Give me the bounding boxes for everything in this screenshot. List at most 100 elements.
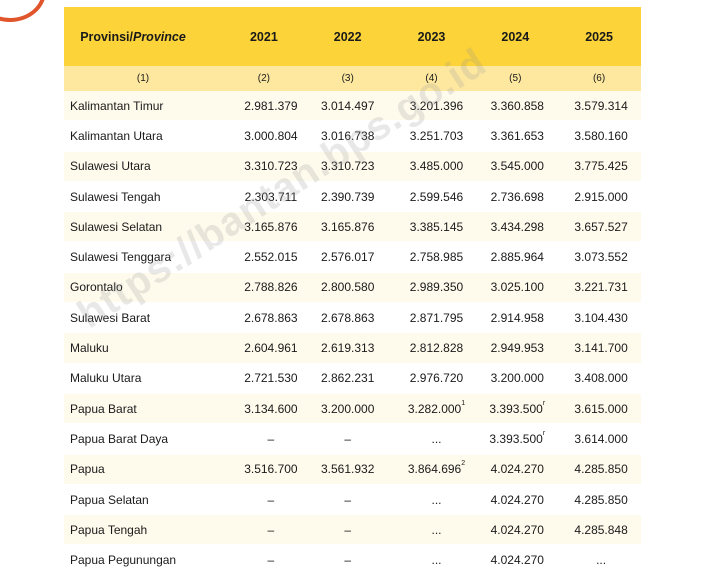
province-name: Gorontalo — [64, 272, 222, 304]
year-header: 2023 — [389, 7, 474, 66]
value-text: 3.251.703 — [409, 128, 464, 143]
value-cell: 3.561.932 — [305, 454, 390, 485]
value-text: – — [344, 492, 352, 507]
column-number: (3) — [305, 66, 390, 91]
value-cell: 3.545.000 — [473, 151, 558, 182]
value-text: 2.981.379 — [244, 98, 298, 113]
province-name: Papua Pegunungan — [64, 544, 222, 576]
value-cell: 2.862.231 — [305, 363, 390, 394]
value-text: 2.678.863 — [321, 310, 375, 325]
value-text: 3.310.723 — [244, 159, 298, 174]
value-text: ... — [431, 492, 442, 507]
province-label-id: Provinsi/ — [80, 29, 133, 44]
table-row: Gorontalo 2.788.826 2.800.580 2.989.350 3.02… — [64, 272, 641, 304]
value-cell: 2.976.720 — [389, 363, 474, 394]
value-cell: 2.800.580 — [305, 272, 390, 304]
value-cell: 4.024.270 — [473, 544, 558, 576]
value-cell: ... — [557, 544, 641, 576]
province-name: Maluku — [64, 332, 222, 364]
value-text: 3.580.160 — [574, 128, 628, 143]
value-text: 2.800.580 — [321, 280, 375, 295]
value-cell: 3.408.000 — [557, 363, 641, 394]
value-text: 3.200.000 — [321, 401, 375, 416]
value-text: 3.073.552 — [574, 250, 628, 265]
value-cell: 4.024.270 — [473, 454, 558, 485]
value-cell: 3.516.700 — [222, 454, 306, 485]
value-text: 3.104.430 — [574, 310, 628, 325]
column-number-row: (1) (2) (3) (4) (5) (6) — [64, 66, 641, 91]
value-cell: 2.303.711 — [222, 181, 306, 213]
value-cell: 2.736.698 — [473, 181, 558, 213]
value-text: 3.361.653 — [490, 128, 544, 143]
value-cell: 2.981.379 — [222, 91, 306, 122]
table-row: Kalimantan Utara 3.000.804 3.016.738 3.251.… — [64, 120, 641, 152]
province-name: Papua — [64, 454, 222, 485]
value-cell: 4.285.850 — [557, 454, 641, 485]
year-header: 2025 — [557, 7, 641, 66]
value-text: 2.949.953 — [490, 341, 544, 356]
year-header: 2021 — [222, 7, 306, 66]
table-row: Sulawesi Tengah 2.303.711 2.390.739 2.599.5… — [64, 181, 641, 213]
value-cell: 3.393.500r — [473, 393, 558, 425]
value-text: – — [344, 522, 352, 537]
value-text: 4.024.270 — [490, 492, 544, 507]
table-row: Papua Selatan – –... 4.024.270 4.285.850 — [64, 484, 641, 516]
value-cell: 3.251.703 — [389, 120, 474, 152]
value-cell: – — [305, 544, 390, 576]
province-name: Papua Barat — [64, 393, 222, 425]
value-cell: 3.579.314 — [557, 91, 641, 122]
table-row: Papua Barat 3.134.600 3.200.000 3.282.0001 3… — [64, 393, 641, 425]
value-text: 3.000.804 — [244, 128, 298, 143]
value-text: 3.014.497 — [321, 98, 375, 113]
footnote-marker: 1 — [461, 399, 466, 407]
value-cell: 3.200.000 — [473, 363, 558, 394]
value-cell: 2.721.530 — [222, 363, 306, 394]
value-cell: 3.134.600 — [222, 393, 306, 425]
value-text: 4.024.270 — [490, 553, 544, 568]
value-cell: 4.024.270 — [473, 514, 558, 546]
year-header: 2024 — [473, 7, 558, 66]
value-cell: 3.310.723 — [305, 151, 390, 182]
value-text: 3.165.876 — [321, 219, 375, 234]
value-text: ... — [431, 522, 442, 537]
value-text: ... — [431, 431, 442, 446]
value-text: 2.303.711 — [244, 189, 298, 204]
value-cell: 2.915.000 — [557, 181, 641, 213]
value-text: 2.758.985 — [409, 250, 464, 265]
province-name: Sulawesi Utara — [64, 151, 222, 182]
value-cell: 3.360.858 — [473, 91, 558, 122]
value-text: 2.871.795 — [409, 310, 464, 325]
value-cell: 2.949.953 — [473, 332, 558, 364]
value-cell: 3.104.430 — [557, 302, 641, 334]
column-number: (2) — [222, 66, 306, 91]
value-text: – — [267, 522, 275, 537]
province-name: Papua Tengah — [64, 514, 222, 546]
table-row: Sulawesi Barat 2.678.863 2.678.863 2.871.79… — [64, 302, 641, 334]
value-text: 2.576.017 — [321, 250, 375, 265]
value-cell: – — [305, 514, 390, 546]
table-body: Kalimantan Timur 2.981.379 3.014.497 3.201.… — [64, 91, 641, 576]
footnote-marker: r — [542, 399, 546, 407]
value-cell: 2.604.961 — [222, 332, 306, 364]
value-cell: ... — [389, 423, 474, 455]
value-cell: 3.580.160 — [557, 120, 641, 152]
value-text: 3.516.700 — [244, 462, 298, 477]
value-text: 2.552.015 — [244, 250, 298, 265]
value-cell: – — [222, 423, 306, 455]
value-text: 2.390.739 — [321, 189, 375, 204]
value-text: 3.657.527 — [574, 219, 628, 234]
value-text: 3.393.500 — [489, 401, 543, 416]
value-cell: 3.310.723 — [222, 151, 306, 182]
value-cell: 3.025.100 — [473, 272, 558, 304]
value-cell: 4.285.850 — [557, 484, 641, 516]
value-text: 2.678.863 — [244, 310, 298, 325]
value-cell: ... — [389, 544, 474, 576]
value-text: – — [344, 431, 352, 446]
value-text: 2.736.698 — [490, 189, 544, 204]
value-text: 3.485.000 — [409, 159, 464, 174]
value-cell: 2.619.313 — [305, 332, 390, 364]
value-cell: 3.014.497 — [305, 91, 390, 122]
value-cell: 2.552.015 — [222, 241, 306, 273]
value-cell: – — [305, 423, 390, 455]
value-text: 2.862.231 — [321, 371, 375, 386]
